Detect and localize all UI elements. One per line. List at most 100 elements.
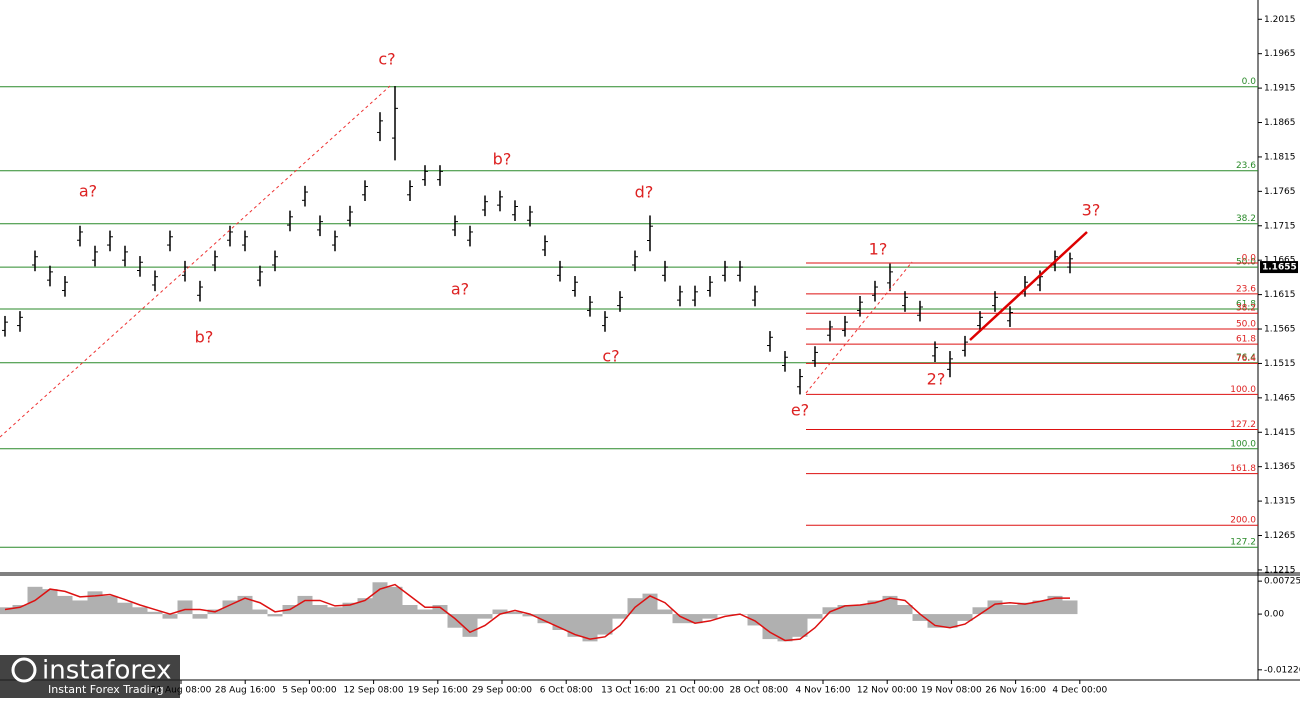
osc-bar — [42, 589, 58, 615]
price-tag-label: 1.1655 — [1262, 263, 1297, 273]
osc-bar — [627, 598, 643, 615]
wave-label: d? — [635, 183, 654, 202]
osc-bar — [762, 614, 778, 640]
osc-bar — [1002, 605, 1018, 615]
y-tick-label: 1.1415 — [1264, 428, 1296, 438]
osc-bar — [672, 614, 688, 624]
plot-layer: 0.0 23.6 38.2 50.0 61.8 76.4 100.0 127.2 0.0 23.6… — [0, 50, 1258, 642]
osc-bar — [717, 614, 733, 615]
osc-bar — [0, 607, 13, 615]
x-tick-label: 29 Sep 00:00 — [472, 686, 532, 696]
osc-bar — [882, 595, 898, 615]
osc-bar — [972, 607, 988, 615]
y-tick-label: 1.1315 — [1264, 497, 1296, 507]
osc-bar — [522, 614, 538, 617]
x-tick-label: 12 Nov 00:00 — [857, 686, 918, 696]
osc-bar — [582, 614, 598, 642]
fib-label: 23.6 — [1236, 284, 1256, 294]
y-tick-label: 1.1765 — [1264, 187, 1296, 197]
y-tick-label: 1.1915 — [1264, 84, 1296, 94]
logo-text: instaforex — [42, 656, 171, 686]
osc-bar — [162, 614, 178, 619]
osc-bar — [117, 602, 133, 615]
osc-bar — [312, 605, 328, 615]
osc-bar — [597, 614, 613, 635]
y-tick-label: 1.1365 — [1264, 462, 1296, 472]
osc-bar — [417, 609, 433, 615]
fib-label: 100.0 — [1230, 439, 1256, 449]
x-tick-label: 12 Sep 08:00 — [344, 686, 404, 696]
osc-bar — [792, 614, 808, 637]
osc-bar — [747, 614, 763, 626]
osc-bar — [387, 586, 403, 615]
y-tick-label: 1.1265 — [1264, 531, 1296, 541]
y-tick-label: 1.1215 — [1264, 565, 1296, 575]
osc-bar — [402, 605, 418, 615]
y-tick-label: 1.1515 — [1264, 359, 1296, 369]
y-tick-label: 1.1865 — [1264, 118, 1296, 128]
osc-y-tick-label: 0.00725 — [1264, 577, 1300, 587]
osc-bar — [777, 614, 793, 642]
y-tick-label: 1.1665 — [1264, 256, 1296, 266]
x-tick-label: 5 Sep 00:00 — [282, 686, 337, 696]
fib-label: 0.0 — [1242, 77, 1257, 87]
x-tick-label: 6 Oct 08:00 — [540, 686, 593, 696]
osc-bar — [957, 614, 973, 621]
wave-label: a? — [79, 182, 97, 201]
osc-bar — [1047, 595, 1063, 615]
osc-bar — [507, 611, 523, 615]
osc-bar — [447, 614, 463, 628]
wave-label: a? — [451, 280, 469, 299]
x-tick-label: 28 Aug 16:00 — [215, 686, 276, 696]
osc-bar — [342, 602, 358, 615]
osc-bar — [702, 614, 718, 619]
x-tick-label: 28 Oct 08:00 — [729, 686, 788, 696]
osc-bar — [1062, 600, 1078, 615]
osc-bar — [822, 607, 838, 615]
osc-signal — [4, 583, 1070, 642]
osc-bar — [897, 605, 913, 615]
wave-label: 1? — [869, 240, 888, 259]
osc-y-tick-label: -0.01226 — [1264, 665, 1300, 675]
osc-bar — [537, 614, 553, 624]
wave-label: c? — [602, 347, 619, 366]
fib-label: 50.0 — [1236, 320, 1256, 330]
osc-bar — [432, 605, 448, 615]
y-tick-label: 1.1965 — [1264, 49, 1296, 59]
osc-bar — [852, 605, 868, 615]
osc-bar — [252, 609, 268, 615]
osc-bar — [927, 614, 943, 628]
wave-label: 3? — [1082, 201, 1101, 220]
trend-line — [969, 231, 1088, 341]
wave-label: b? — [195, 328, 214, 347]
price-tag — [1260, 261, 1298, 274]
x-tick-label: 26 Nov 16:00 — [985, 686, 1046, 696]
fib-label: 76.4 — [1236, 353, 1256, 363]
osc-y-tick-label: 0.00 — [1264, 610, 1284, 620]
fib-label: 161.8 — [1230, 464, 1256, 474]
osc-bar — [12, 605, 28, 615]
wave-label: b? — [493, 150, 512, 169]
wave-label: 2? — [927, 370, 946, 389]
osc-bar — [297, 595, 313, 615]
osc-bar — [492, 609, 508, 615]
osc-bar — [477, 614, 493, 619]
x-tick-label: 19 Nov 08:00 — [921, 686, 982, 696]
osc-bar — [327, 607, 343, 615]
osc-bar — [267, 614, 283, 617]
x-tick-label: 13 Oct 16:00 — [601, 686, 660, 696]
y-tick-label: 1.1565 — [1264, 325, 1296, 335]
osc-bar — [72, 600, 88, 615]
osc-bar — [612, 614, 628, 619]
fib-label: 127.2 — [1230, 538, 1256, 548]
osc-bar — [942, 614, 958, 628]
fib-label: 61.8 — [1236, 335, 1256, 345]
osc-bar — [192, 614, 208, 619]
fib-label: 127.2 — [1230, 420, 1256, 430]
osc-bar — [657, 609, 673, 615]
y-tick-label: 1.1815 — [1264, 152, 1296, 162]
x-tick-label: 21 Aug 08:00 — [151, 686, 212, 696]
fib-label: 100.0 — [1230, 385, 1256, 395]
